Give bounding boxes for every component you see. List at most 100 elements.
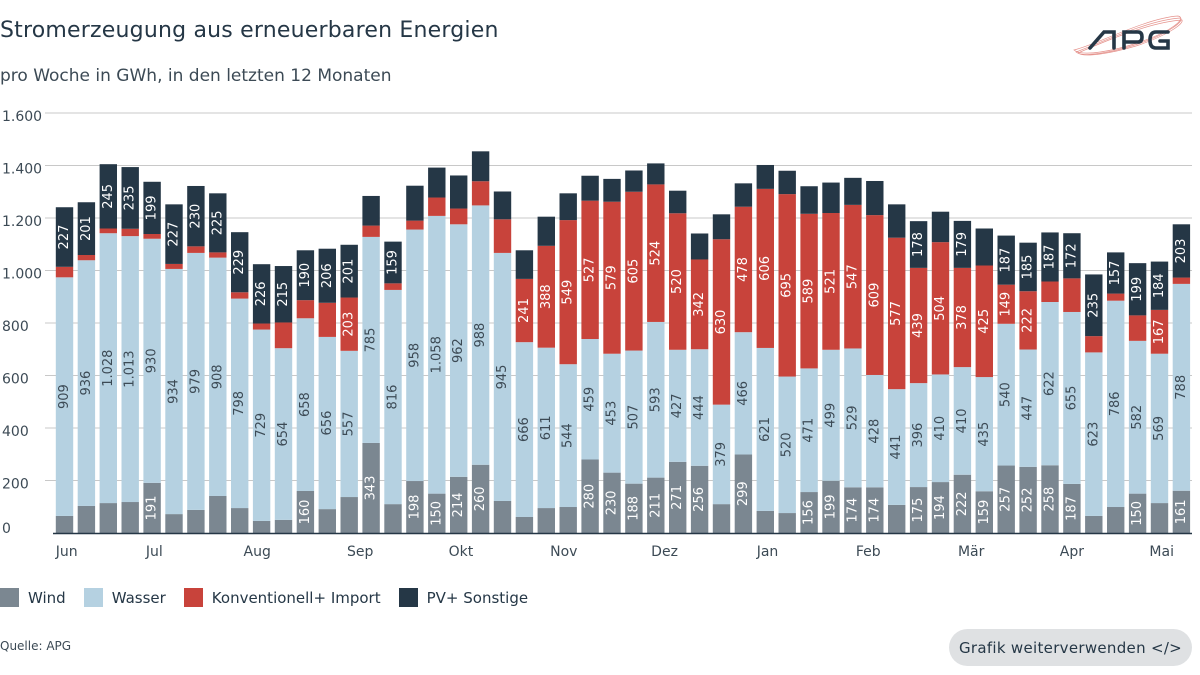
bar-segment-wasser [712,404,731,505]
bar-segment-pv-sonstige [625,170,643,192]
data-label: 909 [57,384,72,409]
bar-segment-pv-sonstige [187,185,205,247]
y-tick-label: 1.200 [2,214,42,230]
x-tick-label: Mär [958,544,985,560]
bar-segment-pv-sonstige [318,248,336,303]
data-label: 439 [911,313,926,338]
bar-segment-wasser [603,353,621,473]
bar-segment-konventionell-import [252,323,271,330]
data-label: 520 [670,269,685,294]
data-label: 188 [626,496,641,521]
legend-label: Wasser [111,588,166,607]
legend-item-wasser[interactable]: Wasser [83,588,166,607]
bar-segment-wind [844,487,862,533]
data-label: 241 [517,298,532,323]
data-label: 816 [386,385,401,410]
data-label: 979 [188,369,203,394]
bar-segment-konventionell-import [625,191,643,351]
bar-segment-wind [997,465,1015,533]
bar-segment-pv-sonstige [471,151,490,182]
data-label: 190 [298,263,313,288]
data-label: 908 [210,364,225,389]
legend-item-konventionell[interactable]: Konventionell+ Import [183,588,381,607]
bar-segment-pv-sonstige [1107,252,1125,294]
data-label: 159 [977,500,992,525]
bar-segment-pv-sonstige [931,211,950,243]
data-label: 1.013 [123,350,138,387]
bar-segment-konventionell-import [581,200,599,340]
bar-segment-wind [690,465,709,533]
bar-segment-konventionell-import [493,219,512,253]
data-label: 201 [79,216,94,241]
data-label: 258 [1043,487,1058,512]
data-label: 606 [758,256,773,281]
bar-segment-wind [515,516,534,533]
data-label: 427 [670,393,685,418]
bar-segment-wasser [909,383,928,488]
bar-segment-konventionell-import [274,322,293,349]
bar-segment-konventionell-import [559,220,577,365]
bar-segment-pv-sonstige [800,186,818,214]
data-label: 175 [911,498,926,523]
bar-segment-wasser [778,376,796,514]
data-label: 666 [517,417,532,442]
bar-segment-wasser [1107,300,1125,508]
bar-segment-wind [603,472,621,533]
bar-segment-wasser [844,348,862,488]
data-label: 788 [1174,375,1189,400]
bar-segment-konventionell-import [1041,281,1059,302]
bar-segment-wasser [209,257,227,496]
data-label: 478 [736,257,751,282]
bar-segment-pv-sonstige [1128,263,1147,316]
bar-segment-wasser [1128,340,1147,494]
data-label: 504 [933,296,948,321]
bar-segment-wind [1128,493,1147,533]
bar-segment-wasser [55,277,74,516]
bar-segment-wind [800,492,818,533]
data-label: 466 [736,381,751,406]
data-label: 471 [802,418,817,443]
bar-segment-wind [756,510,774,533]
bar-segment-konventionell-import [888,237,906,390]
bar-segment-konventionell-import [712,239,731,405]
bar-segment-wasser [537,347,555,509]
bar-segment-pv-sonstige [296,250,315,301]
data-label: 156 [802,500,817,525]
bar-segment-konventionell-import [143,234,161,239]
reuse-graphic-button[interactable]: Grafik weiterverwenden </> [949,629,1192,666]
legend-item-pv[interactable]: PV+ Sonstige [398,588,529,607]
bar-segment-wasser [931,374,950,483]
data-label: 179 [955,232,970,257]
data-label: 257 [999,487,1014,512]
bar-segment-konventionell-import [362,225,380,237]
bar-segment-konventionell-import [997,284,1015,324]
bar-segment-pv-sonstige [362,195,380,226]
data-label: 299 [736,481,751,506]
data-label: 172 [1064,243,1079,268]
data-label: 206 [320,263,335,288]
data-label: 198 [407,495,422,520]
bar-segment-pv-sonstige [1019,242,1037,292]
bar-segment-konventionell-import [537,245,555,348]
bar-segment-wind [581,459,599,533]
bar-segment-pv-sonstige [734,183,753,207]
data-label: 1.028 [101,350,116,387]
data-label: 174 [845,498,860,523]
data-label: 582 [1130,405,1145,430]
data-label: 958 [407,343,422,368]
bar-segment-wasser [1063,311,1081,484]
bar-segment-pv-sonstige [450,175,468,209]
bar-segment-wind [1150,503,1169,533]
legend-item-wind[interactable]: Wind [0,588,66,607]
y-tick-label: 600 [2,372,29,388]
data-label: 230 [188,204,203,229]
data-label: 184 [1152,273,1167,298]
data-label: 214 [451,492,466,517]
legend-label: PV+ Sonstige [426,588,529,607]
data-label: 611 [539,415,554,440]
bar-segment-pv-sonstige [822,182,840,214]
data-label: 194 [933,495,948,520]
bar-segment-konventionell-import [77,255,96,261]
bar-segment-konventionell-import [340,297,358,351]
data-label: 199 [145,195,160,220]
